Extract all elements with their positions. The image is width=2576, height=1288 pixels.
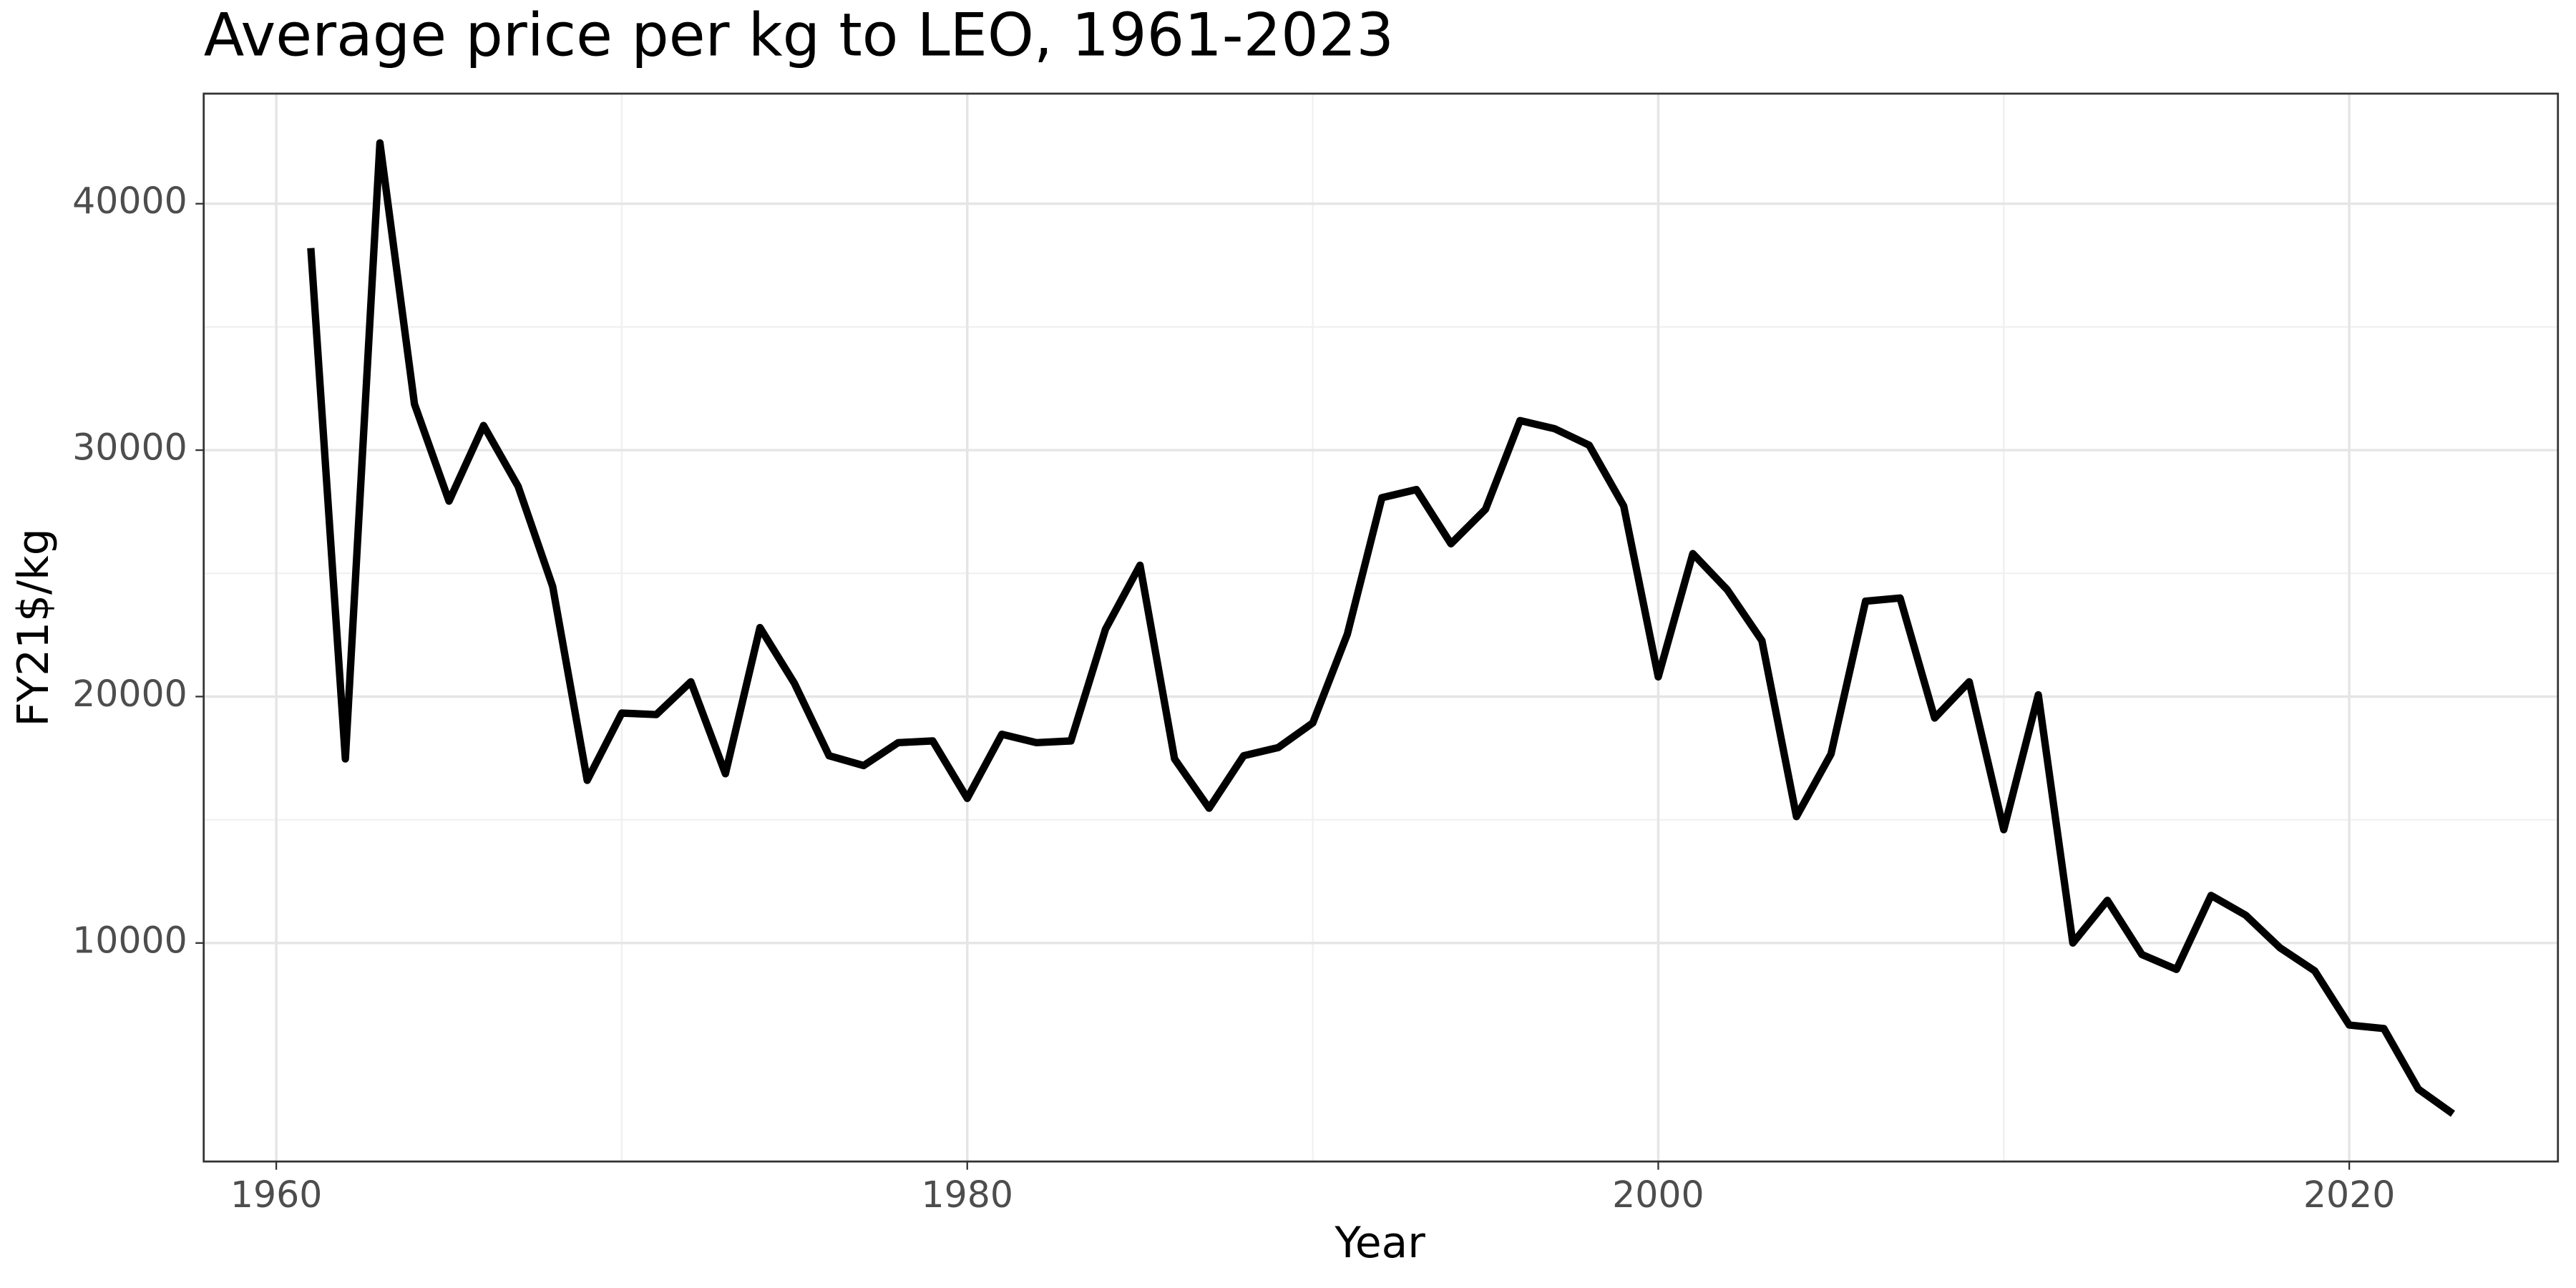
- chart-title: Average price per kg to LEO, 1961-2023: [204, 1, 1394, 70]
- y-tick-label: 30000: [72, 426, 187, 469]
- plot-background: [203, 93, 2558, 1162]
- x-tick-label: 2000: [1612, 1174, 1704, 1216]
- y-axis-label: FY21$/kg: [9, 528, 59, 726]
- line-series: [307, 139, 2455, 1117]
- y-tick-label: 20000: [72, 673, 187, 715]
- plot-border: [203, 92, 2560, 1163]
- x-tick-label: 1980: [921, 1174, 1013, 1216]
- y-tick-label: 10000: [72, 919, 187, 961]
- x-tick-label: 2020: [2303, 1174, 2396, 1216]
- x-axis-label: Year: [1334, 1219, 1425, 1268]
- y-tick-label: 40000: [72, 180, 187, 222]
- x-tick-label: 1960: [230, 1174, 323, 1216]
